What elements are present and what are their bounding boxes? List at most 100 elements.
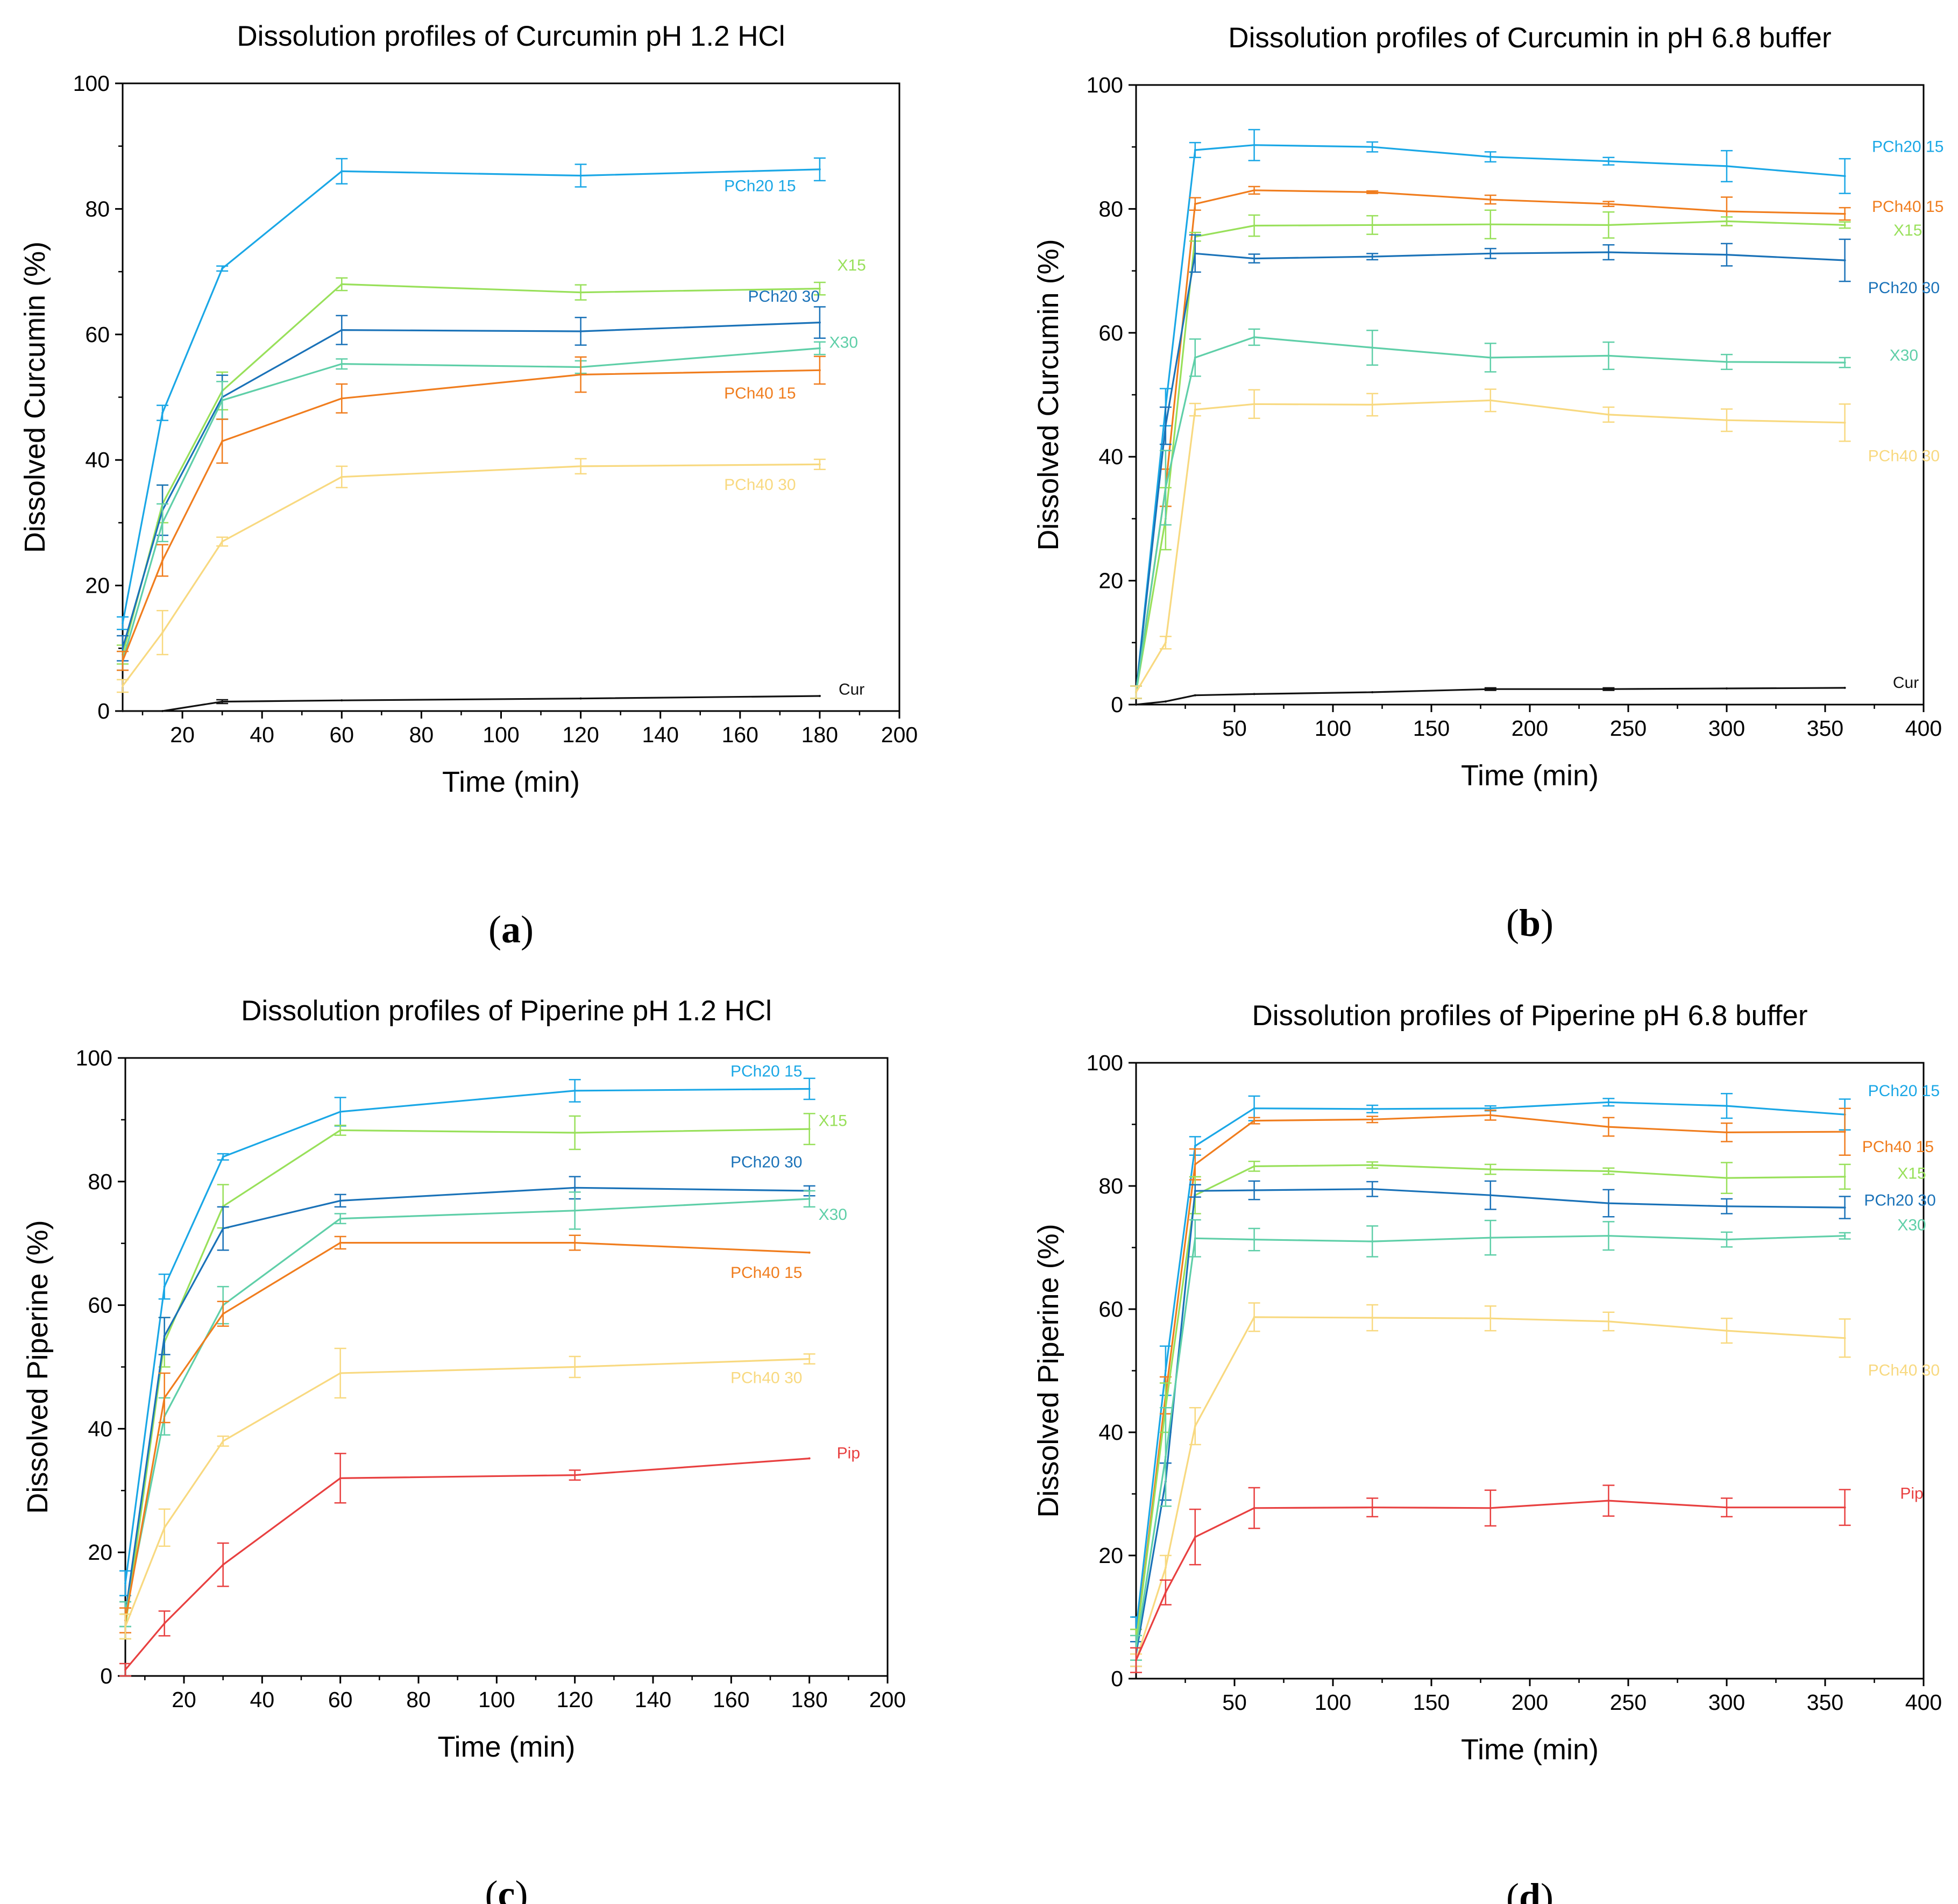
panel-letter-id: c: [498, 1873, 515, 1904]
series-line-pch40-15: [122, 369, 820, 662]
series-label-pip: Pip: [837, 1445, 860, 1462]
data-point: [1253, 693, 1255, 695]
series-label-x15: X15: [1893, 222, 1922, 239]
series-label-x30: X30: [1897, 1216, 1926, 1234]
series-pch40-15: [119, 1234, 811, 1633]
y-tick-label: 100: [76, 1046, 112, 1070]
panel-letter: (d): [1506, 1875, 1553, 1904]
series-line-cur: [123, 695, 820, 712]
y-tick-label: 80: [85, 196, 110, 221]
x-tick-label: 350: [1807, 716, 1843, 741]
panel-letter-close: ): [1541, 901, 1553, 944]
x-tick-label: 100: [483, 722, 519, 747]
x-tick-label: 400: [1905, 1690, 1942, 1715]
panel-letter-close: ): [515, 1873, 528, 1904]
plot-frame: [1135, 1062, 1925, 1680]
x-tick-label: 50: [1222, 716, 1247, 741]
series-cur: [1135, 686, 1846, 706]
series-cur: [122, 694, 821, 712]
data-point: [340, 699, 343, 702]
series-label-x30: X30: [1890, 347, 1918, 365]
series-label-pch20-15: PCh20 15: [730, 1062, 802, 1080]
x-axis-label: Time (min): [438, 1731, 576, 1763]
series-label-x15: X15: [819, 1112, 847, 1129]
x-axis-label: Time (min): [442, 766, 580, 798]
series-x30: [119, 1190, 815, 1628]
series-label-pch20-30: PCh20 30: [748, 288, 820, 306]
y-tick-label: 40: [1098, 444, 1123, 469]
x-tick-label: 50: [1222, 1690, 1247, 1715]
series-pch20-15: [117, 157, 826, 630]
x-tick-label: 60: [329, 722, 354, 747]
series-line-pch40-15: [124, 1241, 810, 1621]
series-pch20-30: [119, 1176, 815, 1628]
panel-letter-open: (: [1506, 901, 1519, 944]
y-tick-label: 40: [85, 447, 110, 472]
series-pch40-30: [119, 1347, 815, 1640]
series-x30: [1130, 328, 1851, 699]
series-x15: [1130, 209, 1851, 699]
y-tick-label: 0: [100, 1664, 112, 1688]
series-label-cur: Cur: [1893, 674, 1919, 692]
series-pch40-30: [1130, 388, 1851, 699]
panel-d: Dissolution profiles of Piperine pH 6.8 …: [979, 952, 1958, 1904]
panel-letter: (a): [488, 908, 534, 951]
x-tick-label: 200: [869, 1687, 906, 1712]
series-label-pch20-15: PCh20 15: [1868, 1082, 1940, 1100]
y-axis-label: Dissolved Curcumin (%): [1032, 239, 1065, 550]
series-pch40-30: [1130, 1302, 1851, 1667]
data-point: [161, 710, 164, 712]
chart-d: Dissolution profiles of Piperine pH 6.8 …: [1032, 1000, 1942, 1904]
series-line-x30: [124, 1198, 810, 1615]
series-line-x15: [122, 283, 820, 655]
x-tick-label: 200: [881, 722, 918, 747]
data-point: [1843, 686, 1846, 689]
series-line-pch40-30: [124, 1358, 810, 1627]
x-tick-label: 20: [170, 722, 195, 747]
series-label-pch40-15: PCh40 15: [724, 385, 796, 402]
series-line-pch20-30: [124, 1187, 810, 1615]
series-label-cur: Cur: [839, 681, 864, 699]
x-tick-label: 150: [1413, 716, 1450, 741]
x-tick-label: 200: [1512, 716, 1548, 741]
series-line-pip: [124, 1458, 810, 1671]
series-line-pch20-30: [1135, 251, 1845, 693]
y-tick-label: 40: [88, 1416, 112, 1441]
series-line-pch40-15: [1135, 189, 1845, 693]
y-tick-label: 60: [85, 322, 110, 347]
series-pch40-15: [117, 356, 826, 671]
y-tick-label: 60: [88, 1293, 112, 1318]
y-tick-label: 80: [1098, 196, 1123, 221]
y-tick-label: 20: [85, 573, 110, 598]
series-label-pch40-15: PCh40 15: [1862, 1138, 1934, 1156]
x-tick-label: 400: [1905, 716, 1942, 741]
series-pch40-30: [117, 458, 826, 693]
chart-c: Dissolution profiles of Piperine pH 1.2 …: [22, 995, 906, 1904]
series-line-x30: [122, 347, 820, 662]
series-line-pch40-30: [122, 463, 820, 687]
series-line-x15: [124, 1128, 810, 1627]
x-tick-label: 250: [1610, 716, 1647, 741]
y-tick-label: 0: [1111, 1666, 1123, 1691]
panel-letter-open: (: [485, 1873, 498, 1904]
y-tick-label: 80: [1098, 1174, 1123, 1198]
series-pch20-15: [119, 1077, 815, 1596]
x-axis-label: Time (min): [1461, 1734, 1599, 1766]
chart-a: Dissolution profiles of Curcumin pH 1.2 …: [19, 20, 918, 951]
series-label-pch40-30: PCh40 30: [1868, 447, 1940, 465]
series-pch20-30: [1130, 234, 1851, 699]
panel-letter-close: ): [1541, 1875, 1553, 1904]
series-label-pch20-30: PCh20 30: [1864, 1192, 1935, 1210]
panel-b: Dissolution profiles of Curcumin in pH 6…: [979, 0, 1958, 952]
chart-title: Dissolution profiles of Piperine pH 6.8 …: [1252, 1000, 1807, 1032]
x-tick-label: 140: [642, 722, 678, 747]
series-pch20-15: [1130, 1093, 1851, 1643]
x-tick-label: 100: [1315, 716, 1351, 741]
y-tick-label: 0: [97, 699, 110, 723]
panel-letter-open: (: [488, 908, 501, 951]
series-line-pch40-30: [1135, 1316, 1845, 1661]
series-label-x30: X30: [829, 333, 858, 351]
panel-letter: (b): [1506, 901, 1553, 944]
x-tick-label: 20: [172, 1687, 196, 1712]
series-label-x15: X15: [1897, 1164, 1926, 1182]
